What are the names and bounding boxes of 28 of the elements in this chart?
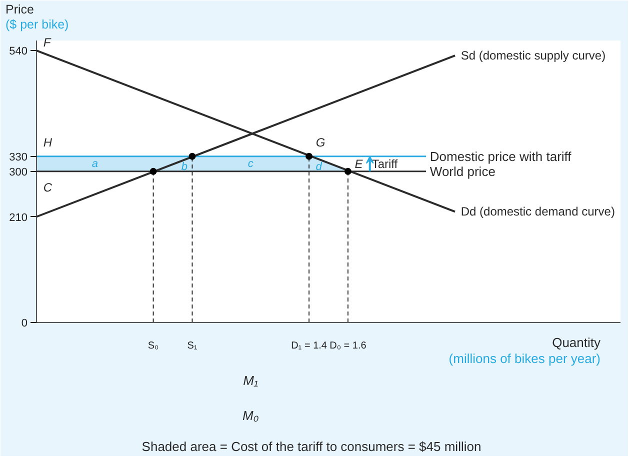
y-tick-label: 0 [21,318,28,330]
text: M₀ [242,408,260,423]
y-tick-label: 300 [9,166,28,178]
annotation: C [43,180,52,194]
annotation: b [181,160,188,173]
y-tick-label: 210 [9,212,28,224]
annotation: E [354,156,364,171]
y-tick-label: 330 [9,151,28,164]
series-label: Sd (domestic supply curve) [460,48,606,63]
annotation: G [316,135,326,150]
x-tick-label: S₁ [187,340,198,352]
series-label: Dd (domestic demand curve) [460,204,615,219]
annotation: a [92,158,98,170]
x-tick-label: D₀ = 1.6 [330,340,367,352]
x-tick-label: D₁ = 1.4 [291,340,328,352]
x-axis-title: Quantity (millions of bikes per year) [448,335,601,366]
y-tick-label: 540 [9,46,28,58]
annotation: c [248,158,254,170]
ref-line-label: Domestic price with tariff [430,148,572,164]
annotation: H [43,135,52,150]
annotation: d [316,160,323,173]
y-axis-title: Price ($ per bike) [6,2,69,32]
annotation: F [43,36,52,50]
x-tick-label: S₀ [148,340,159,352]
annotation: Tariff [372,156,398,171]
text: M₁ [243,373,258,388]
text: Shaded area = Cost of the tariff to consumers = $45 million [142,439,482,454]
ref-line-label: World price [430,164,496,179]
